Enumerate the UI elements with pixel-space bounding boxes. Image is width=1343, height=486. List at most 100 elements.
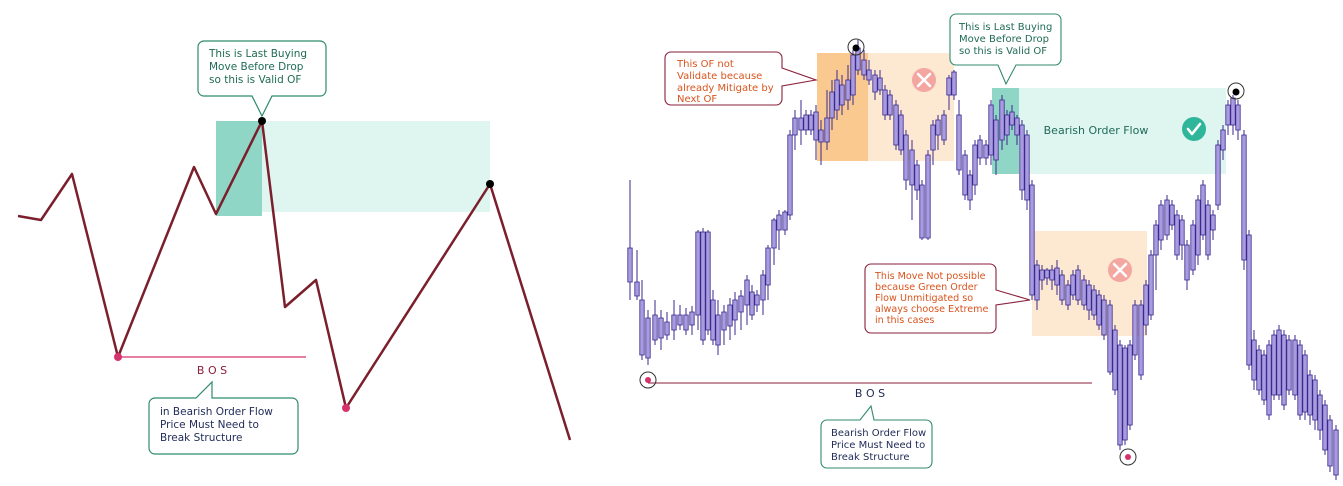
- candle-body: [946, 77, 952, 96]
- callout-line: in this cases: [875, 315, 934, 326]
- callout-line: so this is Valid OF: [959, 46, 1047, 57]
- candle-body: [765, 247, 771, 286]
- callout-line: Break Structure: [160, 432, 242, 444]
- candle-body: [792, 117, 798, 136]
- candle-body: [909, 149, 915, 186]
- candle-body: [705, 231, 711, 331]
- candle-body: [818, 129, 824, 143]
- candle-body: [993, 119, 999, 161]
- candle-body: [1075, 269, 1081, 301]
- callout-line: This is Last Buying: [958, 22, 1052, 33]
- candle-body: [999, 99, 1005, 141]
- candle-body: [689, 311, 695, 326]
- pivot-right-point: [486, 180, 494, 188]
- callout-line: Price Must Need to: [831, 440, 925, 451]
- candle-body: [749, 291, 755, 316]
- candle-body: [782, 211, 788, 231]
- candle-body: [634, 281, 640, 297]
- candle-body: [1184, 244, 1190, 281]
- candle-body: [1019, 124, 1025, 191]
- candle-body: [1174, 214, 1180, 256]
- candle-body: [1065, 284, 1071, 306]
- candle-body: [1107, 304, 1113, 373]
- candle-body: [771, 219, 777, 249]
- candle-body: [721, 311, 727, 331]
- candle-body: [1096, 294, 1102, 326]
- svg-text:This Move Not possible: This Move Not possible because Green Ord…: [874, 271, 992, 326]
- candle-body: [627, 247, 633, 283]
- candle-body: [1225, 104, 1231, 126]
- candle-body: [898, 114, 904, 151]
- candle-body: [1317, 394, 1323, 431]
- candle-body: [803, 114, 809, 131]
- callout-line: Validate because: [677, 71, 762, 82]
- candle-body: [1158, 204, 1164, 241]
- candle-body: [893, 104, 899, 146]
- candle-body: [925, 154, 931, 239]
- callout-line: so this is Valid OF: [209, 74, 301, 86]
- pivot-low-marker: [639, 371, 657, 389]
- candle-body: [1081, 279, 1087, 306]
- candle-body: [1153, 224, 1159, 256]
- candle-body: [1034, 264, 1040, 301]
- candle-body: [1286, 339, 1292, 391]
- bos-rule-callout: Bearish Order Flow Price Must Need to Br…: [820, 404, 933, 469]
- zone-label: Bearish Order Flow: [1044, 124, 1149, 137]
- candle-body: [1195, 199, 1201, 256]
- right-panel: Bearish Order Flow B O S This OF not Val…: [627, 13, 1339, 480]
- callout-line: because Green Order: [875, 282, 978, 293]
- svg-text:This OF not Validate b: This OF not Validate because already Mit…: [676, 59, 777, 105]
- candle-body: [645, 317, 651, 359]
- candle-body: [1235, 104, 1241, 131]
- candle-body: [683, 314, 689, 331]
- callout-line: already Mitigate by: [677, 83, 774, 94]
- candle-body: [1132, 304, 1138, 356]
- candle-body: [903, 134, 909, 181]
- pivot-low-marker: [1119, 448, 1137, 466]
- candle-body: [829, 91, 835, 119]
- candle-body: [1070, 274, 1076, 296]
- candle-body: [1138, 304, 1144, 376]
- candle-body: [1190, 224, 1196, 271]
- candle-body: [1014, 117, 1020, 136]
- candle-body: [1122, 347, 1128, 441]
- candle-body: [1297, 344, 1303, 416]
- candle-body: [972, 144, 978, 186]
- candle-body: [839, 84, 845, 106]
- pivot-top-point: [258, 117, 266, 125]
- valid-of-callout: This is Last Buying Move Before Drop so …: [197, 40, 327, 118]
- candle-body: [760, 274, 766, 301]
- candle-body: [1210, 214, 1216, 231]
- candle-body: [695, 231, 701, 316]
- candle-body: [1148, 254, 1154, 316]
- candle-body: [941, 114, 947, 141]
- candle-body: [1281, 334, 1287, 406]
- candle-body: [813, 111, 819, 141]
- candle-body: [866, 69, 872, 81]
- candle-body: [776, 214, 782, 231]
- candle-body: [1029, 184, 1035, 296]
- svg-text:in Bearish Order Flow: in Bearish Order Flow Price Must Need to…: [160, 406, 276, 444]
- candle-body: [1256, 349, 1262, 391]
- order-block-zone-light: [262, 121, 490, 212]
- close-icon: [1108, 258, 1132, 282]
- svg-text:Bearish Order Flow Pri: Bearish Order Flow Price Must Need to Br…: [831, 428, 929, 463]
- candle-body: [1164, 199, 1170, 236]
- candle-body: [1169, 204, 1175, 226]
- candle-body: [1179, 219, 1185, 246]
- candle-body: [967, 174, 973, 201]
- candle-body: [1322, 404, 1328, 451]
- candle-body: [872, 74, 878, 93]
- invalid-of-callout: This OF not Validate because already Mit…: [664, 51, 819, 106]
- candle-body: [1205, 204, 1211, 256]
- candle-body: [1024, 134, 1030, 201]
- candle-body: [1266, 344, 1272, 416]
- callout-line: This OF not: [676, 59, 734, 70]
- candle-body: [787, 134, 793, 216]
- candle-body: [1230, 97, 1236, 126]
- candle-body: [744, 279, 750, 306]
- callout-line: Move Before Drop: [959, 34, 1049, 45]
- not-possible-callout: This Move Not possible because Green Ord…: [864, 263, 1031, 334]
- price-path-line: [17, 119, 572, 441]
